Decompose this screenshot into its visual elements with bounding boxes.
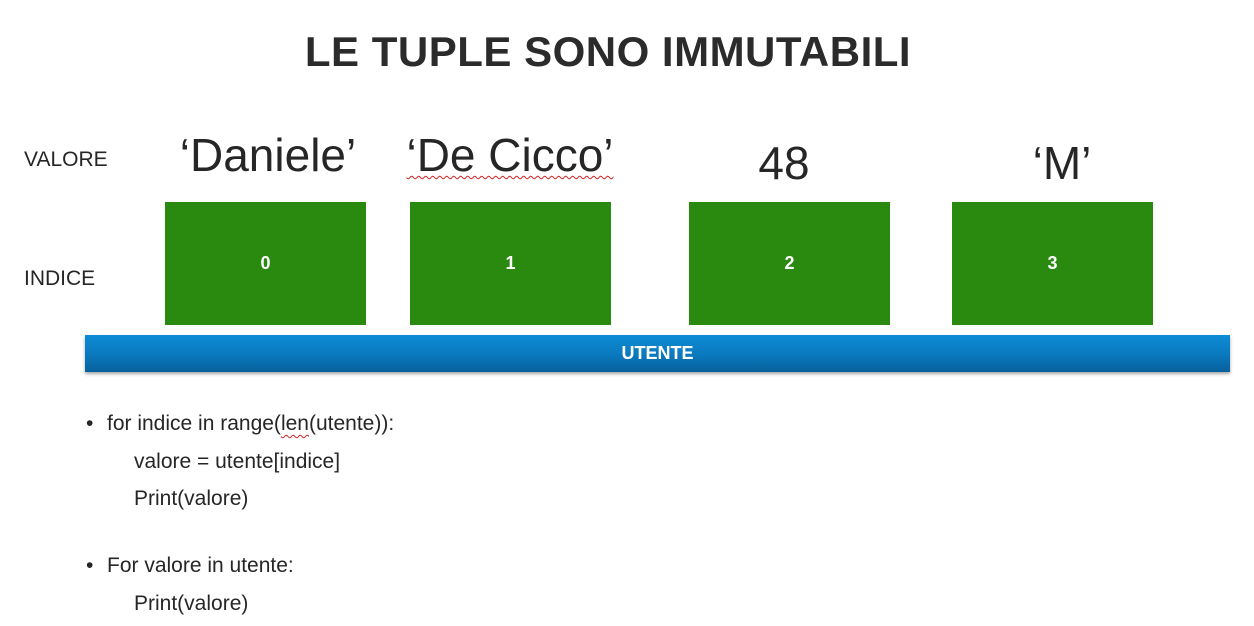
code-loop1-head-post: (utente)):: [308, 412, 395, 435]
bullet-icon-2: •: [86, 554, 94, 577]
index-box-3: 3: [952, 202, 1153, 325]
index-box-2: 2: [689, 202, 890, 325]
code-loop1-head-pre: for indice in range(: [107, 412, 281, 435]
index-box-1: 1: [410, 202, 611, 325]
indice-row-label: INDICE: [24, 267, 96, 290]
code-loop1-line3: Print(valore): [134, 487, 249, 510]
code-loop1-head: for indice in range(len(utente)):: [107, 412, 394, 436]
valore-row-label: VALORE: [24, 148, 108, 171]
slide-title: LE TUPLE SONO IMMUTABILI: [304, 28, 912, 75]
code-loop2-head: For valore in utente:: [107, 554, 294, 577]
code-loop1-line2: valore = utente[indice]: [134, 450, 341, 473]
tuple-name-bar: UTENTE: [85, 335, 1230, 372]
value-cell-0: ‘Daniele’: [179, 129, 357, 181]
bullet-icon-1: •: [86, 412, 94, 435]
code-loop2-line2: Print(valore): [134, 592, 249, 615]
value-cell-1: ‘De Cicco’: [390, 128, 630, 190]
value-cell-2: 48: [758, 137, 810, 189]
value-cell-1-text: ‘De Cicco’: [406, 129, 614, 181]
code-loop1-head-len: len: [280, 412, 309, 435]
value-cell-3: ‘M’: [1032, 137, 1092, 189]
index-box-0: 0: [165, 202, 366, 325]
